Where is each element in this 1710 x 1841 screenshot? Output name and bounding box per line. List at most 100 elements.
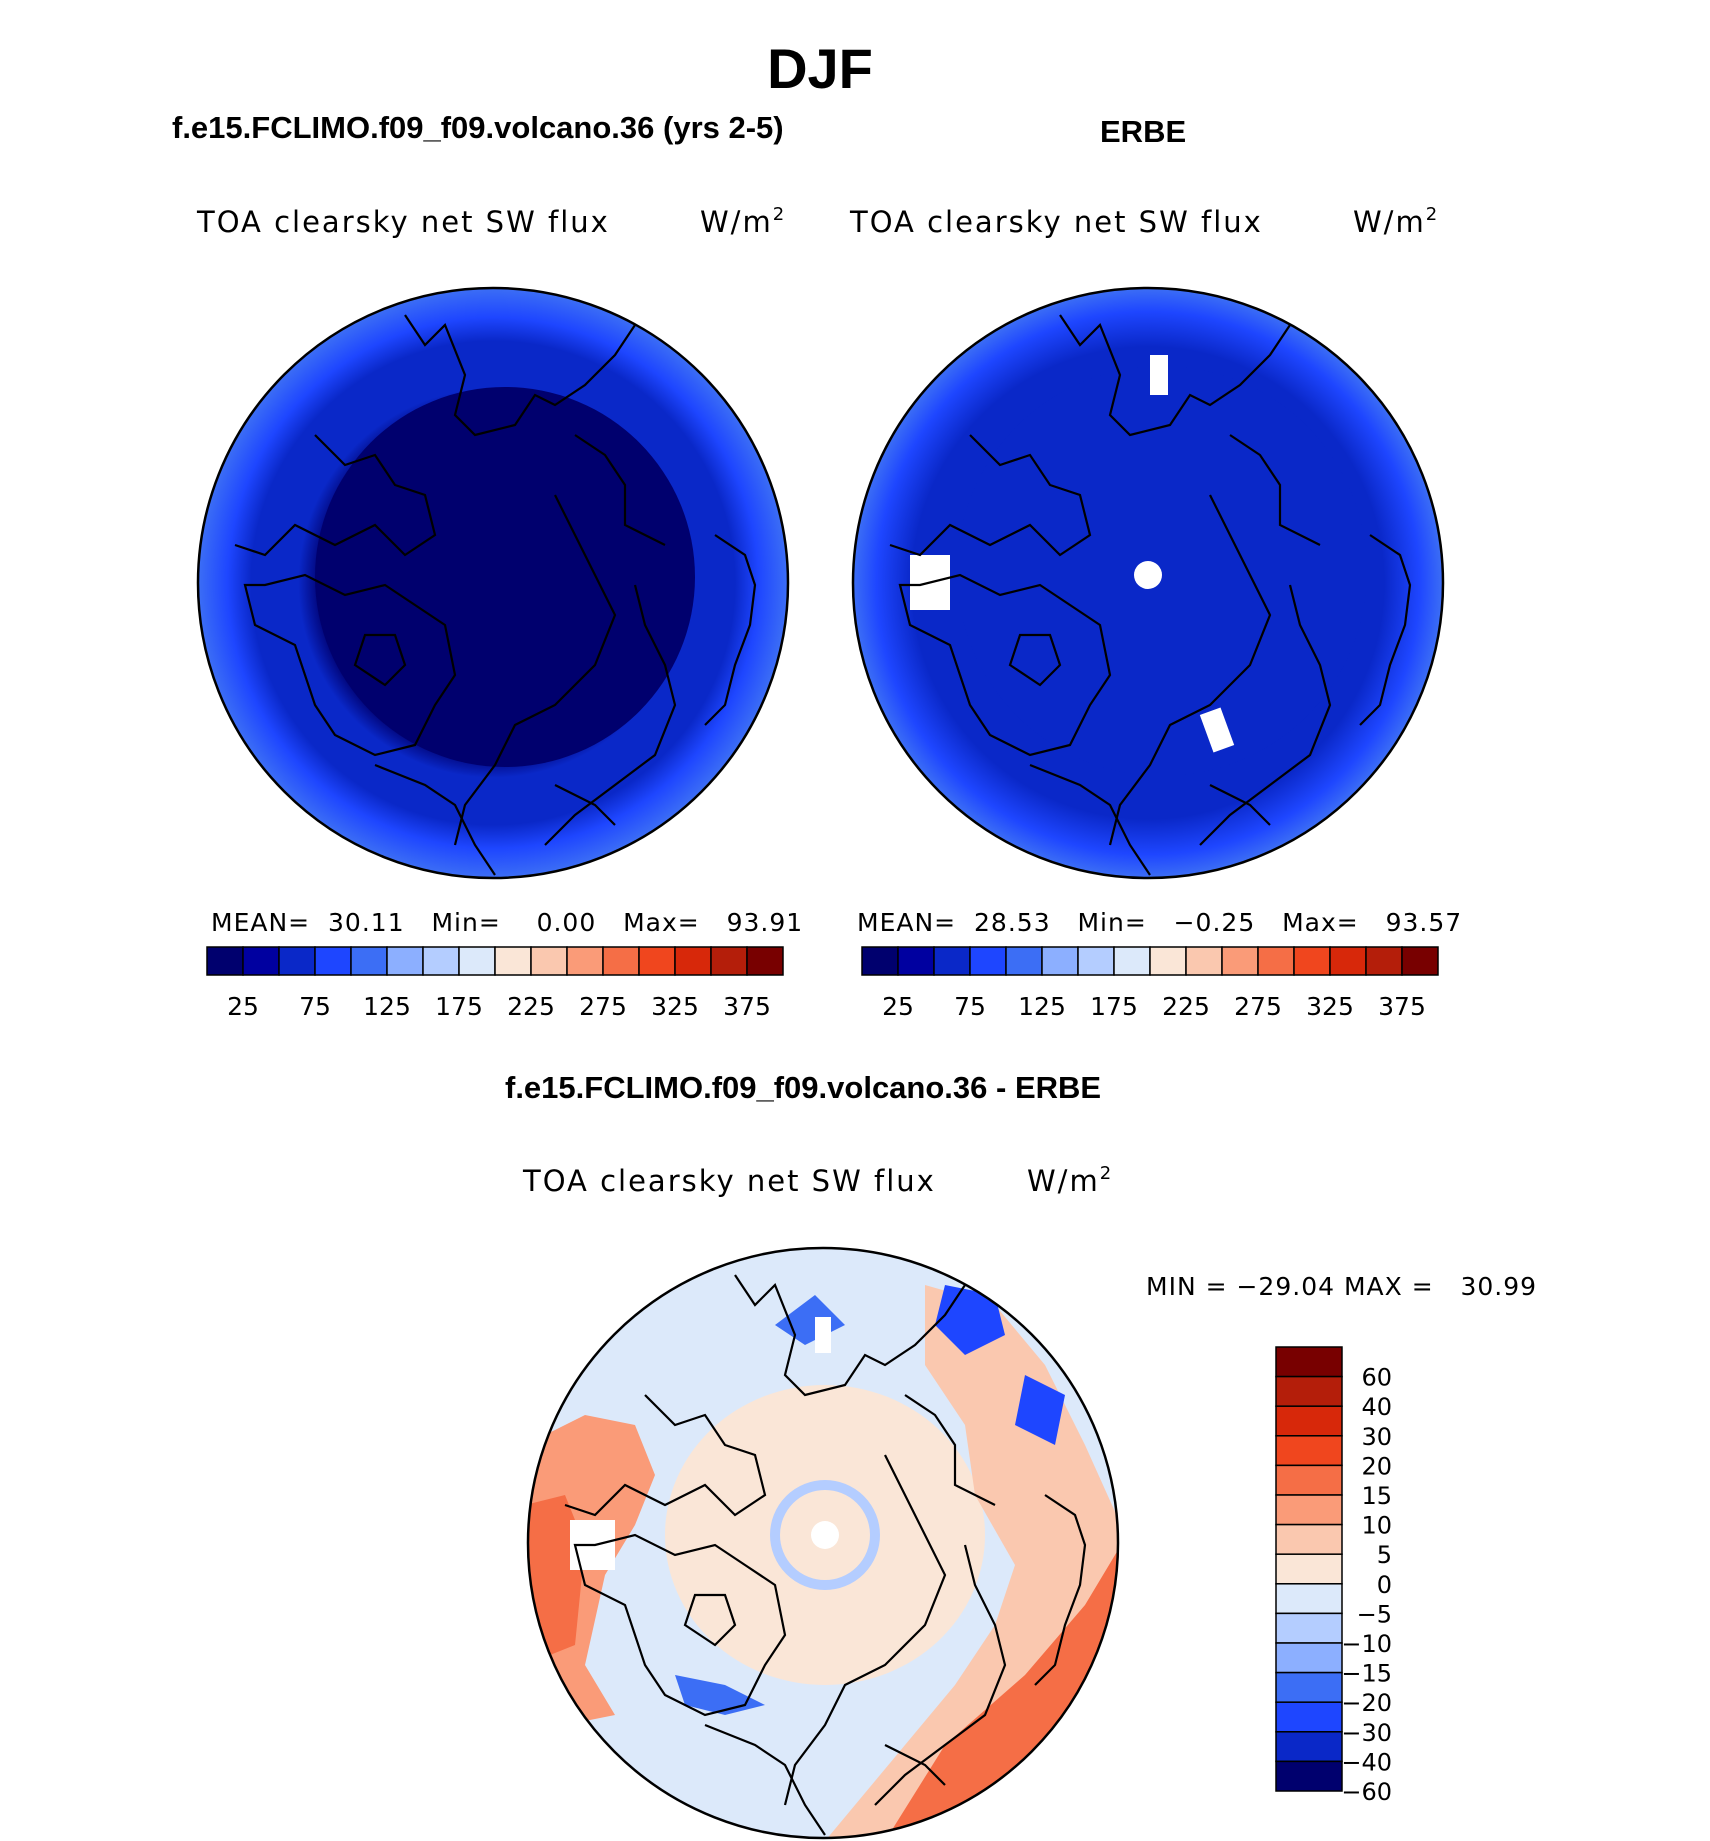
obs-pole-hole: [1134, 561, 1162, 589]
obs-colorbar: 25 75 125 175 225 275 325 375: [861, 946, 1439, 1021]
obs-stats: MEAN= 28.53 Min= −0.25 Max= 93.57: [857, 908, 1463, 937]
model-colorbar-tick-label: 25: [227, 992, 259, 1021]
obs-colorbar-box: [861, 946, 899, 976]
obs-variable-label: TOA clearsky net SW flux: [850, 205, 1263, 239]
obs-colorbar-tick-label: 75: [954, 992, 986, 1021]
figure-title: DJF: [767, 37, 873, 100]
obs-units-label: W/m2: [1353, 204, 1440, 239]
diff-missing-patch-north: [815, 1317, 831, 1353]
model-colorbar-box: [422, 946, 460, 976]
obs-colorbar-box: [1041, 946, 1079, 976]
obs-map-border: [851, 286, 1445, 880]
model-colorbar-box: [674, 946, 712, 976]
model-stats: MEAN= 30.11 Min= 0.00 Max= 93.91: [211, 908, 804, 937]
obs-panel-title: ERBE: [1100, 114, 1187, 149]
diff-colorbar-box: [1275, 1583, 1343, 1615]
obs-colorbar-box: [1185, 946, 1223, 976]
model-colorbar-box: [494, 946, 532, 976]
obs-colorbar-box: [1401, 946, 1439, 976]
model-colorbar-tick-label: 275: [579, 992, 627, 1021]
diff-map-border: [526, 1246, 1120, 1840]
model-core-fill: [315, 387, 695, 767]
obs-colorbar-box: [1149, 946, 1187, 976]
model-colorbar-box: [458, 946, 496, 976]
diff-east-negative: [1015, 1375, 1065, 1445]
diff-colorbar-box: [1275, 1405, 1343, 1437]
obs-colorbar-box: [1077, 946, 1115, 976]
model-colorbar-tick-label: 175: [435, 992, 483, 1021]
model-colorbar-box: [746, 946, 784, 976]
model-colorbar: 25 75 125 175 225 275 325 375: [206, 946, 784, 1021]
model-polar-map: [196, 286, 790, 880]
diff-units-label: W/m2: [1027, 1163, 1114, 1198]
diff-colorbar-tick-label: −30: [1341, 1719, 1392, 1747]
obs-missing-patch-north: [1150, 355, 1168, 395]
model-map-border: [196, 286, 790, 880]
obs-colorbar-tick-label: 275: [1234, 992, 1282, 1021]
diff-colorbar-box: [1275, 1435, 1343, 1467]
diff-colorbar-tick-label: −20: [1341, 1689, 1392, 1717]
diff-colorbar-box: [1275, 1642, 1343, 1674]
diff-colorbar-tick-label: 20: [1361, 1452, 1392, 1480]
model-colorbar-box: [206, 946, 244, 976]
model-variable-label: TOA clearsky net SW flux: [197, 205, 610, 239]
diff-colorbar-box: [1275, 1760, 1343, 1792]
diff-colorbar-box: [1275, 1612, 1343, 1644]
diff-colorbar-box: [1275, 1464, 1343, 1496]
model-coastlines: [234, 314, 757, 876]
diff-panel-title: f.e15.FCLIMO.f09_f09.volcano.36 - ERBE: [505, 1070, 1102, 1105]
model-colorbar-box: [350, 946, 388, 976]
diff-colorbar-tick-label: 60: [1361, 1364, 1392, 1392]
diff-colorbar-tick-label: 30: [1361, 1423, 1392, 1451]
diff-colorbar-tick-label: −5: [1357, 1600, 1392, 1628]
model-colorbar-box: [602, 946, 640, 976]
obs-colorbar-tick-label: 125: [1018, 992, 1066, 1021]
obs-colorbar-box: [1221, 946, 1259, 976]
obs-colorbar-tick-label: 25: [882, 992, 914, 1021]
diff-colorbar-box: [1275, 1731, 1343, 1763]
diff-colorbar-tick-label: −10: [1341, 1630, 1392, 1658]
obs-colorbar-box: [1113, 946, 1151, 976]
diff-colorbar-tick-label: −60: [1341, 1778, 1392, 1806]
model-colorbar-box: [386, 946, 424, 976]
diff-minmax: MIN = −29.04 MAX = 30.99: [1146, 1272, 1538, 1301]
obs-colorbar-box: [1329, 946, 1367, 976]
model-colorbar-tick-label: 375: [723, 992, 771, 1021]
model-panel-title: f.e15.FCLIMO.f09_f09.volcano.36 (yrs 2-5…: [172, 110, 784, 145]
model-colorbar-box: [638, 946, 676, 976]
diff-pole-ring: [770, 1480, 880, 1590]
diff-colorbar-tick-label: 10: [1361, 1512, 1392, 1540]
model-colorbar-box: [530, 946, 568, 976]
obs-missing-patch-south: [1199, 707, 1235, 753]
obs-colorbar-tick-label: 175: [1090, 992, 1138, 1021]
model-units-label: W/m2: [700, 204, 787, 239]
diff-pole-hole: [811, 1521, 839, 1549]
diff-polar-map: [526, 1246, 1120, 1840]
diff-colorbar-box: [1275, 1553, 1343, 1585]
obs-colorbar-box: [969, 946, 1007, 976]
obs-colorbar-box: [897, 946, 935, 976]
obs-colorbar-tick-label: 225: [1162, 992, 1210, 1021]
obs-polar-map: [851, 286, 1445, 880]
obs-colorbar-box: [1365, 946, 1403, 976]
obs-colorbar-box: [1293, 946, 1331, 976]
obs-core-fill: [957, 366, 1367, 776]
obs-coastlines: [889, 314, 1412, 876]
model-colorbar-tick-label: 75: [299, 992, 331, 1021]
model-colorbar-tick-label: 225: [507, 992, 555, 1021]
diff-colorbar-tick-label: 0: [1377, 1571, 1392, 1599]
diff-colorbar-box: [1275, 1375, 1343, 1407]
diff-colorbar-tick-label: 5: [1377, 1541, 1392, 1569]
diff-colorbar-tick-label: 40: [1361, 1393, 1392, 1421]
diff-colorbar-tick-label: 15: [1361, 1482, 1392, 1510]
obs-colorbar-tick-label: 325: [1306, 992, 1354, 1021]
diff-colorbar-box: [1275, 1494, 1343, 1526]
obs-colorbar-tick-label: 375: [1378, 992, 1426, 1021]
model-colorbar-box: [278, 946, 316, 976]
model-colorbar-box: [710, 946, 748, 976]
model-colorbar-box: [566, 946, 604, 976]
obs-colorbar-box: [1005, 946, 1043, 976]
diff-colorbar-box: [1275, 1671, 1343, 1703]
diff-colorbar-box: [1275, 1701, 1343, 1733]
